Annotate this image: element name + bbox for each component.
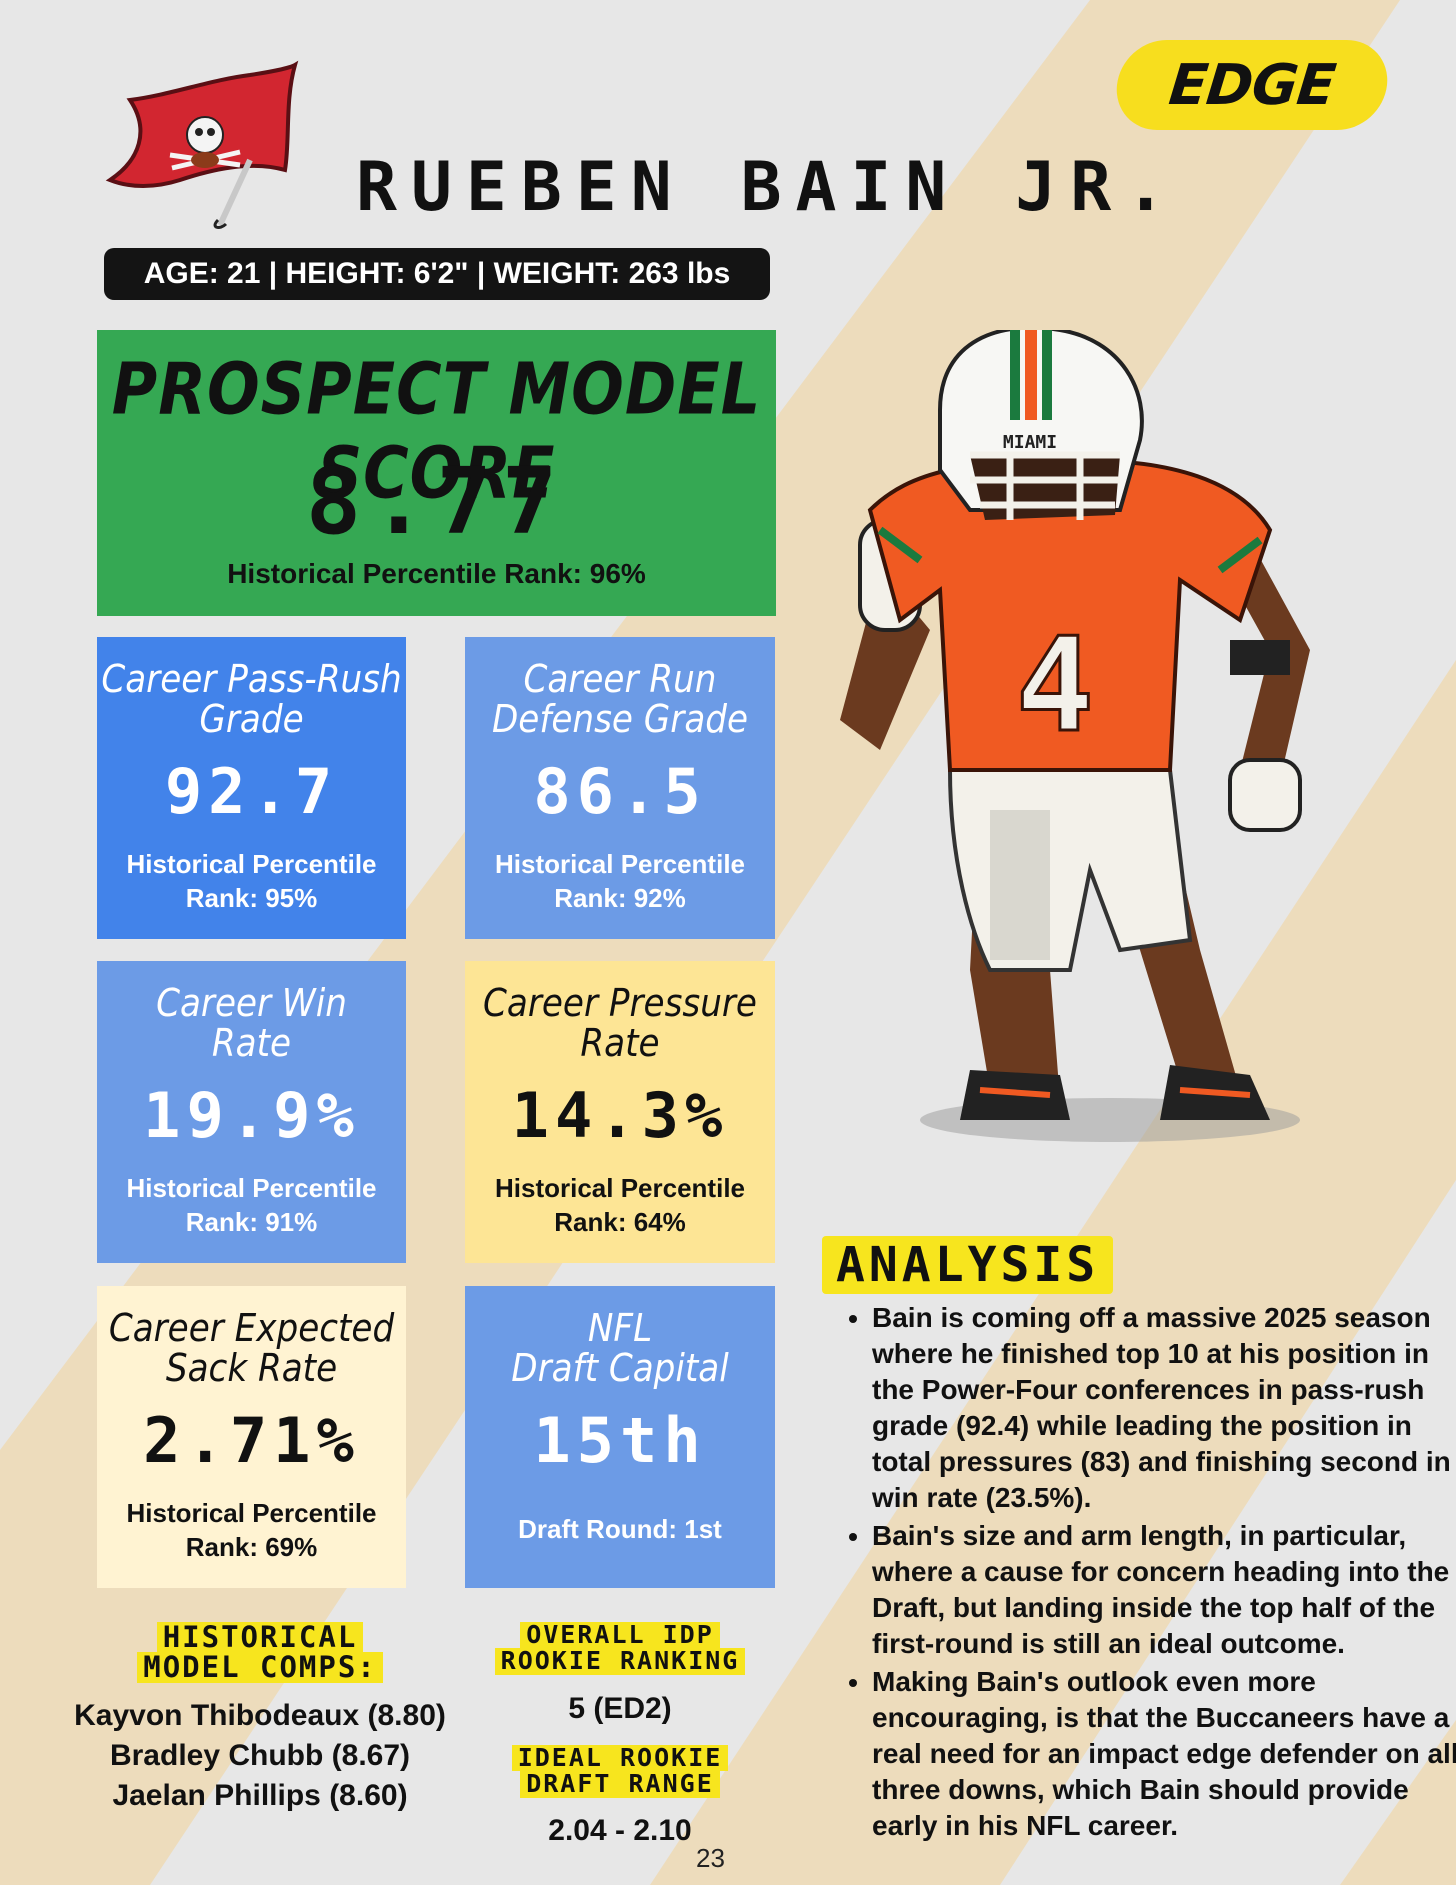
draft-range-heading: IDEAL ROOKIE DRAFT RANGE	[460, 1744, 780, 1798]
stat-title: Career Expected Sack Rate	[108, 1306, 395, 1390]
draft-round: Draft Round: 1st	[518, 1514, 722, 1544]
stat-title: Career Run Defense Grade	[491, 657, 749, 741]
stat-value: 19.9%	[143, 1079, 360, 1152]
analysis-heading: ANALYSIS	[822, 1236, 1114, 1295]
stat-value: 14.3%	[511, 1079, 729, 1152]
stat-card-expected-sack-rate: Career Expected Sack Rate 2.71% Historica…	[97, 1286, 406, 1588]
score-title: PROSPECT MODEL SCORE	[111, 347, 762, 515]
list-item: Jaelan Phillips (8.60)	[112, 1779, 408, 1812]
stat-value: 15th	[533, 1404, 707, 1477]
stat-title: NFL Draft Capital	[511, 1306, 729, 1390]
idp-ranking-value: 5 (ED2)	[568, 1692, 672, 1725]
prospect-model-score-card: PROSPECT MODEL SCORE 8.77 Historical Per…	[97, 330, 776, 616]
helmet-text: MIAMI	[1003, 432, 1057, 453]
stat-percentile: Historical Percentile Rank: 69%	[126, 1498, 377, 1562]
stat-value: 2.71%	[143, 1404, 360, 1477]
player-illustration: 4 MIAMI	[840, 330, 1310, 1142]
list-item: Kayvon Thibodeaux (8.80)	[74, 1699, 446, 1732]
player-bio: AGE: 21 | HEIGHT: 6'2" | WEIGHT: 263 lbs	[104, 248, 770, 300]
idp-ranking-heading: OVERALL IDP ROOKIE RANKING	[460, 1621, 780, 1675]
analysis-list: Bain is coming off a massive 2025 season…	[842, 1300, 1456, 1846]
stat-percentile: Historical Percentile Rank: 64%	[495, 1173, 745, 1237]
stat-card-draft-capital: NFL Draft Capital 15th Draft Round: 1st	[465, 1286, 775, 1588]
page-number: 23	[696, 1843, 725, 1873]
stat-title: Career Pressure Rate	[483, 981, 757, 1065]
stat-title: Career Win Rate	[156, 981, 347, 1065]
stat-percentile: Historical Percentile Rank: 92%	[495, 849, 745, 913]
player-name: RUEBEN BAIN JR.	[356, 148, 1181, 227]
buccaneers-flag-logo	[105, 60, 299, 229]
jersey-number: 4	[1016, 609, 1094, 761]
comps-list: Kayvon Thibodeaux (8.80) Bradley Chubb (…	[40, 1696, 480, 1816]
stat-value: 92.7	[164, 755, 339, 828]
list-item: Making Bain's outlook even more encourag…	[872, 1664, 1456, 1844]
list-item: Bain's size and arm length, in particula…	[872, 1518, 1456, 1662]
stat-percentile: Historical Percentile Rank: 95%	[126, 849, 377, 913]
comps-heading: HISTORICAL MODEL COMPS:	[100, 1622, 420, 1683]
stat-card-pass-rush: Career Pass-Rush Grade 92.7 Historical Pe…	[97, 637, 406, 939]
stat-card-pressure-rate: Career Pressure Rate 14.3% Historical Per…	[465, 961, 775, 1263]
score-value: 8.77	[305, 448, 568, 555]
stat-percentile: Historical Percentile Rank: 91%	[126, 1173, 377, 1237]
position-badge: EDGE	[1112, 40, 1392, 130]
list-item: Bain is coming off a massive 2025 season…	[872, 1300, 1456, 1516]
list-item: Bradley Chubb (8.67)	[109, 1739, 411, 1772]
stat-title: Career Pass-Rush Grade	[101, 657, 402, 741]
draft-range-value: 2.04 - 2.10	[548, 1814, 692, 1847]
stat-value: 86.5	[533, 755, 707, 828]
stat-card-run-defense: Career Run Defense Grade 86.5 Historical …	[465, 637, 775, 939]
score-percentile: Historical Percentile Rank: 96%	[227, 558, 646, 589]
stat-card-win-rate: Career Win Rate 19.9% Historical Percenti…	[97, 961, 406, 1263]
